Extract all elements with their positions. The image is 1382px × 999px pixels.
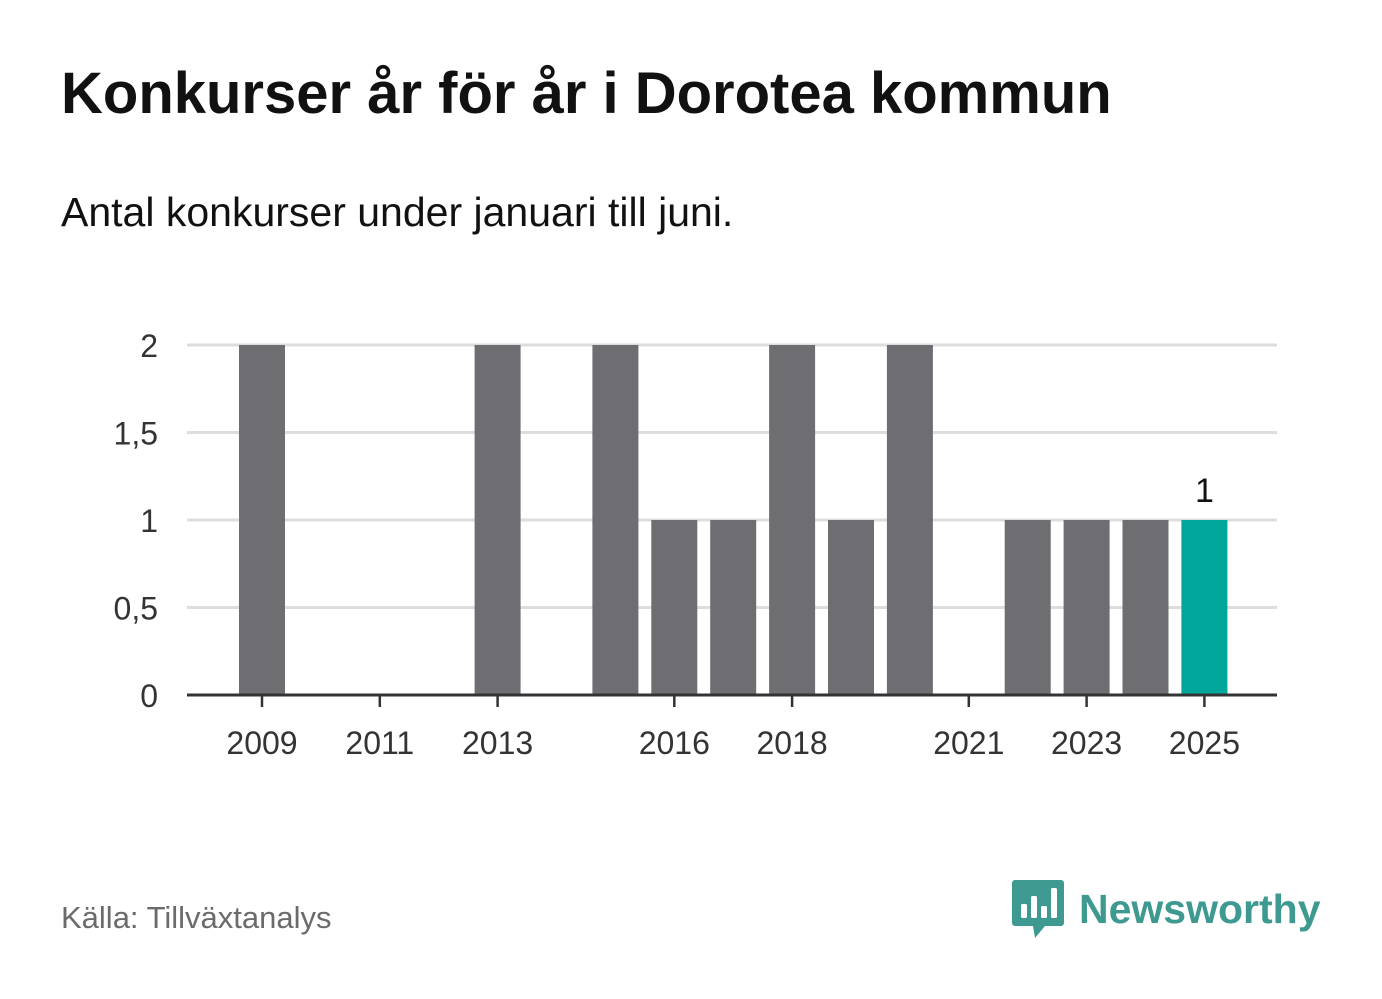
labels: 0 0,5 1 1,5 2 2009 2011 2013 2016 2018 2021 2023 202…: [114, 328, 1240, 761]
chart-title: Konkurser år för år i Dorotea kommun: [61, 61, 1112, 126]
bar-chart: 0 0,5 1 1,5 2 2009 2011 2013 2016 2018 2021 2023 202…: [114, 328, 1277, 761]
x-tick-label: 2021: [933, 725, 1004, 761]
bar-2025: [1181, 520, 1228, 695]
y-tick-label: 0,5: [114, 591, 158, 627]
x-tick-label: 2018: [757, 725, 828, 761]
bar-2023: [1063, 520, 1110, 695]
x-tick-label: 2023: [1051, 725, 1122, 761]
brand-name: Newsworthy: [1079, 885, 1321, 932]
y-tick-label: 2: [140, 328, 158, 364]
bar-2022: [1004, 520, 1051, 695]
bar-2020: [886, 345, 933, 695]
data-label: 1: [1195, 472, 1214, 510]
bar-2016: [651, 520, 698, 695]
y-tick-label: 0: [140, 678, 158, 714]
x-tick-label: 2016: [639, 725, 710, 761]
brand-logo: Newsworthy: [1011, 878, 1321, 940]
chart-subtitle: Antal konkurser under januari till juni.: [61, 189, 734, 235]
x-tick-label: 2013: [462, 725, 533, 761]
source-note: Källa: Tillväxtanalys: [61, 900, 332, 935]
bar-2009: [239, 345, 285, 695]
bar-2019: [828, 520, 874, 695]
x-tick-label: 2011: [345, 725, 414, 761]
x-tick-label: 2025: [1169, 725, 1240, 761]
axes: [187, 693, 1277, 707]
bar-2015: [592, 345, 639, 695]
bars: [239, 345, 1228, 695]
bar-2024: [1122, 520, 1169, 695]
y-tick-label: 1,5: [114, 416, 158, 452]
newsworthy-logo-icon: [1012, 880, 1064, 938]
bar-2017: [710, 520, 757, 695]
x-tick-label: 2009: [226, 725, 297, 761]
bar-2018: [769, 345, 816, 695]
y-tick-label: 1: [140, 503, 158, 539]
bar-2013: [474, 345, 521, 695]
